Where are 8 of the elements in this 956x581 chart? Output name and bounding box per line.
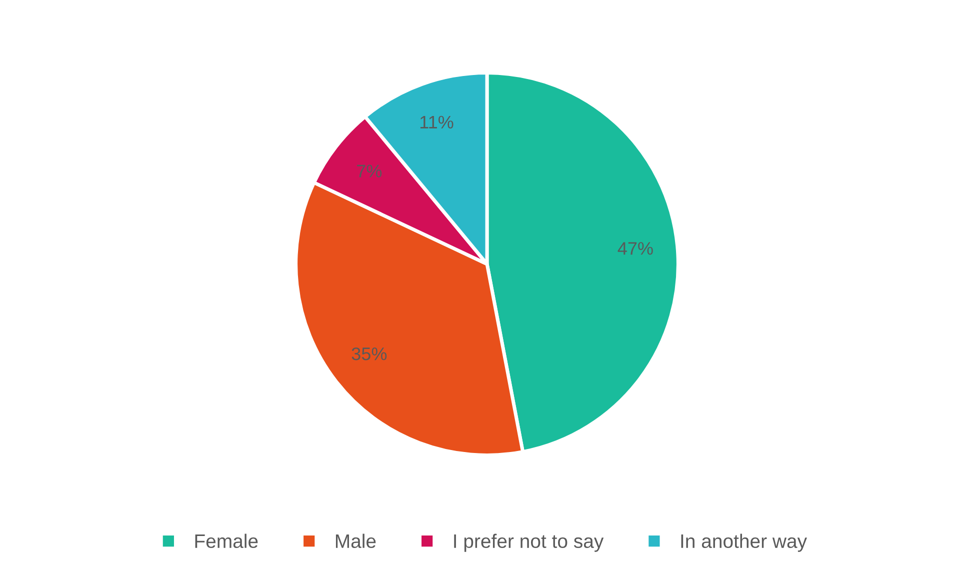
data-label: 47% xyxy=(618,242,653,255)
legend-label: In another way xyxy=(681,534,807,552)
data-label: 7% xyxy=(357,164,382,178)
data-label: 35% xyxy=(352,347,387,360)
legend-label: I prefer not to say xyxy=(454,534,604,552)
legend-label: Male xyxy=(336,534,376,548)
data-label: 11% xyxy=(420,116,454,128)
legend-label: Female xyxy=(195,534,258,548)
